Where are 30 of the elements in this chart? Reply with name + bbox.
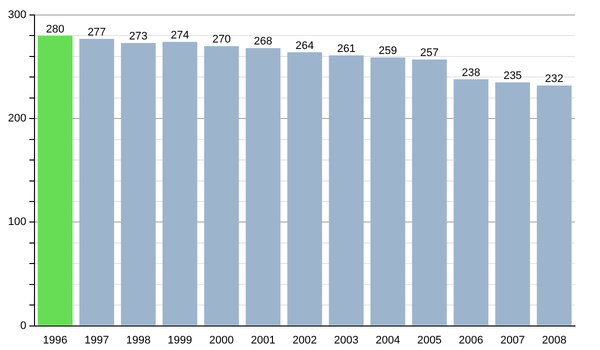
y-tick-label: 300 <box>8 9 26 22</box>
data-label: 257 <box>420 47 439 60</box>
x-tick-label: 2000 <box>209 334 234 346</box>
y-tick-label: 200 <box>8 112 26 125</box>
x-tick-label: 2002 <box>292 334 317 346</box>
y-tick-label: 100 <box>8 216 26 228</box>
data-label: 232 <box>545 72 564 85</box>
data-label: 261 <box>337 42 356 55</box>
data-label: 264 <box>295 40 314 52</box>
x-tick-label: 1998 <box>126 334 151 346</box>
x-tick-label: 2001 <box>250 334 276 346</box>
data-label: 274 <box>170 29 190 42</box>
data-label: 277 <box>88 26 106 38</box>
x-tick-label: 2003 <box>334 334 359 346</box>
data-label: 270 <box>212 34 231 46</box>
data-label: 259 <box>378 45 398 58</box>
x-tick-label: 2005 <box>417 334 442 346</box>
x-tick-label: 1996 <box>42 334 68 346</box>
data-label: 235 <box>503 70 522 82</box>
y-tick-label: 0 <box>20 320 26 332</box>
data-label: 238 <box>462 66 480 79</box>
x-tick-label: 2006 <box>458 334 484 346</box>
x-tick-label: 2004 <box>376 334 400 346</box>
x-tick-label: 1999 <box>168 334 192 346</box>
x-tick-label: 2008 <box>542 334 566 346</box>
data-label: 280 <box>46 23 64 36</box>
x-tick-label: 1997 <box>84 334 109 346</box>
x-tick-label: 2007 <box>500 334 525 346</box>
data-label: 273 <box>129 30 148 43</box>
data-label: 268 <box>254 36 272 48</box>
